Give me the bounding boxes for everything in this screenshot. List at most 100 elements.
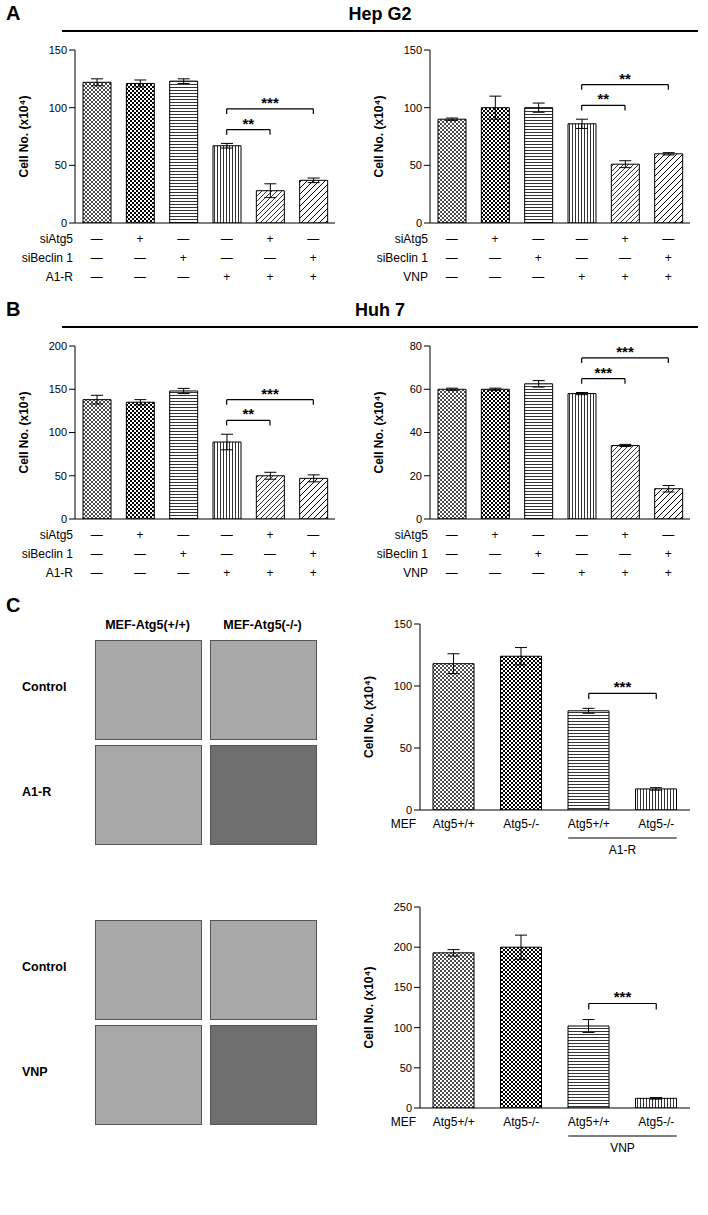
svg-text:—: — [532, 270, 544, 284]
svg-text:—: — [221, 232, 233, 246]
svg-text:50: 50 [410, 159, 422, 171]
svg-text:—: — [662, 232, 674, 246]
svg-text:150: 150 [404, 44, 422, 56]
svg-text:A1-R: A1-R [46, 566, 74, 580]
svg-text:150: 150 [394, 618, 412, 630]
svg-text:siBeclin 1: siBeclin 1 [377, 251, 429, 265]
svg-text:100: 100 [394, 1022, 412, 1034]
svg-text:**: ** [242, 405, 254, 422]
svg-text:Atg5+/+: Atg5+/+ [433, 1115, 475, 1129]
svg-text:60: 60 [410, 383, 422, 395]
svg-text:siBeclin 1: siBeclin 1 [22, 251, 74, 265]
svg-text:150: 150 [49, 44, 67, 56]
svg-text:***: *** [614, 678, 632, 695]
svg-text:siAtg5: siAtg5 [395, 528, 429, 542]
svg-text:—: — [446, 232, 458, 246]
svg-text:+: + [266, 528, 273, 542]
svg-text:MEF: MEF [391, 817, 416, 831]
svg-text:250: 250 [394, 901, 412, 913]
svg-text:—: — [489, 251, 501, 265]
svg-text:—: — [576, 232, 588, 246]
svg-text:—: — [134, 251, 146, 265]
svg-text:A1-R: A1-R [609, 843, 637, 857]
svg-text:**: ** [619, 70, 631, 87]
svg-text:0: 0 [416, 217, 422, 229]
svg-text:50: 50 [55, 470, 67, 482]
svg-text:50: 50 [400, 742, 412, 754]
svg-text:+: + [621, 232, 628, 246]
svg-text:+: + [578, 566, 585, 580]
svg-text:100: 100 [394, 680, 412, 692]
svg-text:—: — [619, 251, 631, 265]
svg-text:+: + [310, 547, 317, 561]
svg-text:—: — [446, 528, 458, 542]
svg-text:—: — [532, 528, 544, 542]
svg-text:***: *** [261, 94, 279, 111]
svg-text:—: — [91, 232, 103, 246]
svg-text:**: ** [597, 90, 609, 107]
svg-text:—: — [576, 528, 588, 542]
svg-text:20: 20 [410, 470, 422, 482]
svg-text:—: — [489, 566, 501, 580]
svg-text:+: + [491, 232, 498, 246]
svg-text:Atg5+/+: Atg5+/+ [568, 1115, 610, 1129]
svg-text:50: 50 [55, 159, 67, 171]
svg-text:Cell No. (x10⁴): Cell No. (x10⁴) [362, 967, 376, 1049]
svg-text:Atg5+/+: Atg5+/+ [433, 817, 475, 831]
svg-text:—: — [619, 547, 631, 561]
svg-text:100: 100 [49, 426, 67, 438]
svg-text:+: + [535, 251, 542, 265]
svg-text:***: *** [595, 364, 613, 381]
svg-text:VNP: VNP [610, 1141, 635, 1155]
svg-text:40: 40 [410, 426, 422, 438]
svg-text:—: — [446, 251, 458, 265]
svg-text:+: + [136, 232, 143, 246]
svg-text:siAtg5: siAtg5 [395, 232, 429, 246]
svg-text:—: — [576, 251, 588, 265]
svg-text:***: *** [616, 343, 634, 360]
svg-text:—: — [91, 270, 103, 284]
svg-text:100: 100 [404, 102, 422, 114]
svg-text:0: 0 [406, 1102, 412, 1114]
svg-text:***: *** [614, 988, 632, 1005]
svg-text:+: + [665, 547, 672, 561]
svg-text:***: *** [261, 385, 279, 402]
svg-text:Atg5-/-: Atg5-/- [503, 817, 539, 831]
svg-text:+: + [266, 270, 273, 284]
svg-text:—: — [134, 547, 146, 561]
svg-text:—: — [446, 566, 458, 580]
svg-text:+: + [136, 528, 143, 542]
svg-text:VNP: VNP [403, 270, 428, 284]
svg-text:+: + [621, 566, 628, 580]
svg-text:—: — [446, 547, 458, 561]
svg-text:siAtg5: siAtg5 [40, 232, 74, 246]
svg-text:Atg5-/-: Atg5-/- [503, 1115, 539, 1129]
svg-text:—: — [134, 566, 146, 580]
svg-text:—: — [221, 251, 233, 265]
svg-text:MEF: MEF [391, 1115, 416, 1129]
svg-text:—: — [489, 547, 501, 561]
svg-text:—: — [91, 251, 103, 265]
svg-text:—: — [576, 547, 588, 561]
svg-text:+: + [310, 251, 317, 265]
svg-text:Cell No. (x10⁴): Cell No. (x10⁴) [372, 96, 386, 178]
svg-text:—: — [264, 251, 276, 265]
svg-text:A1-R: A1-R [46, 270, 74, 284]
svg-text:—: — [91, 566, 103, 580]
svg-text:—: — [662, 528, 674, 542]
svg-text:Cell No. (x10⁴): Cell No. (x10⁴) [17, 392, 31, 474]
svg-text:+: + [535, 547, 542, 561]
svg-text:Atg5+/+: Atg5+/+ [568, 817, 610, 831]
svg-text:50: 50 [400, 1062, 412, 1074]
svg-text:150: 150 [49, 383, 67, 395]
svg-text:—: — [264, 547, 276, 561]
svg-text:+: + [266, 566, 273, 580]
svg-text:siBeclin 1: siBeclin 1 [377, 547, 429, 561]
svg-text:+: + [621, 270, 628, 284]
svg-text:—: — [446, 270, 458, 284]
svg-text:80: 80 [410, 340, 422, 352]
svg-text:100: 100 [49, 102, 67, 114]
svg-text:—: — [177, 270, 189, 284]
svg-text:+: + [310, 270, 317, 284]
svg-text:—: — [307, 232, 319, 246]
